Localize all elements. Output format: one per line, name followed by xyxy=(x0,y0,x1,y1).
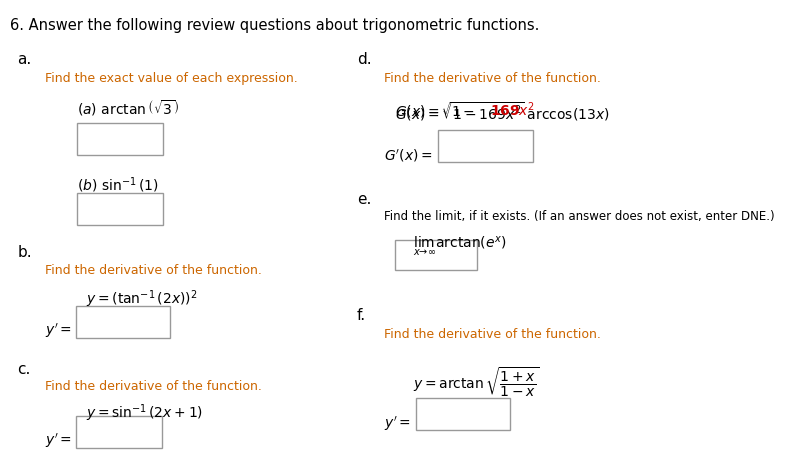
Text: 6. Answer the following review questions about trigonometric functions.: 6. Answer the following review questions… xyxy=(10,18,539,33)
Text: a.: a. xyxy=(17,52,31,67)
FancyBboxPatch shape xyxy=(395,240,477,270)
Text: $y' =$: $y' =$ xyxy=(45,322,72,340)
Text: $G(x) = \sqrt{1 - }$: $G(x) = \sqrt{1 - }$ xyxy=(395,100,481,120)
Text: $y' =$: $y' =$ xyxy=(384,415,411,433)
Text: Find the derivative of the function.: Find the derivative of the function. xyxy=(45,380,262,393)
Text: $(a)\ \arctan\left(\sqrt{3}\right)$: $(a)\ \arctan\left(\sqrt{3}\right)$ xyxy=(77,98,180,118)
Text: $y = \arctan\sqrt{\dfrac{1+x}{1-x}}$: $y = \arctan\sqrt{\dfrac{1+x}{1-x}}$ xyxy=(412,365,539,399)
Text: $y = \sin^{-1}(2x + 1)$: $y = \sin^{-1}(2x + 1)$ xyxy=(86,402,203,424)
FancyBboxPatch shape xyxy=(77,193,163,225)
FancyBboxPatch shape xyxy=(76,416,162,448)
FancyBboxPatch shape xyxy=(76,306,170,338)
Text: Find the derivative of the function.: Find the derivative of the function. xyxy=(384,72,601,85)
Text: Find the derivative of the function.: Find the derivative of the function. xyxy=(45,264,262,277)
Text: e.: e. xyxy=(357,192,371,207)
Text: Find the exact value of each expression.: Find the exact value of each expression. xyxy=(45,72,297,85)
Text: $(b)\ \sin^{-1}(1)$: $(b)\ \sin^{-1}(1)$ xyxy=(77,175,159,195)
Text: $G(x) = \sqrt{1 - \mathdefault{169}x^2}\ \arccos(\mathdefault{13}x)$: $G(x) = \sqrt{1 - \mathdefault{169}x^2}\… xyxy=(395,100,610,123)
Text: $\lim_{x \to \infty} \arctan(e^x)$: $\lim_{x \to \infty} \arctan(e^x)$ xyxy=(412,235,506,259)
Text: $y = (\tan^{-1}(2x))^2$: $y = (\tan^{-1}(2x))^2$ xyxy=(86,288,197,310)
Text: $\mathbf{169}x^2$: $\mathbf{169}x^2$ xyxy=(490,100,535,118)
Text: Find the derivative of the function.: Find the derivative of the function. xyxy=(384,328,601,341)
Text: c.: c. xyxy=(17,362,31,377)
Text: Find the limit, if it exists. (If an answer does not exist, enter DNE.): Find the limit, if it exists. (If an ans… xyxy=(384,210,774,223)
FancyBboxPatch shape xyxy=(438,130,533,162)
Text: f.: f. xyxy=(357,308,365,323)
Text: d.: d. xyxy=(357,52,371,67)
FancyBboxPatch shape xyxy=(416,398,510,430)
Text: $y' =$: $y' =$ xyxy=(45,432,72,450)
Text: $G'(x) =$: $G'(x) =$ xyxy=(384,148,433,164)
Text: b.: b. xyxy=(17,245,32,260)
FancyBboxPatch shape xyxy=(77,123,163,155)
